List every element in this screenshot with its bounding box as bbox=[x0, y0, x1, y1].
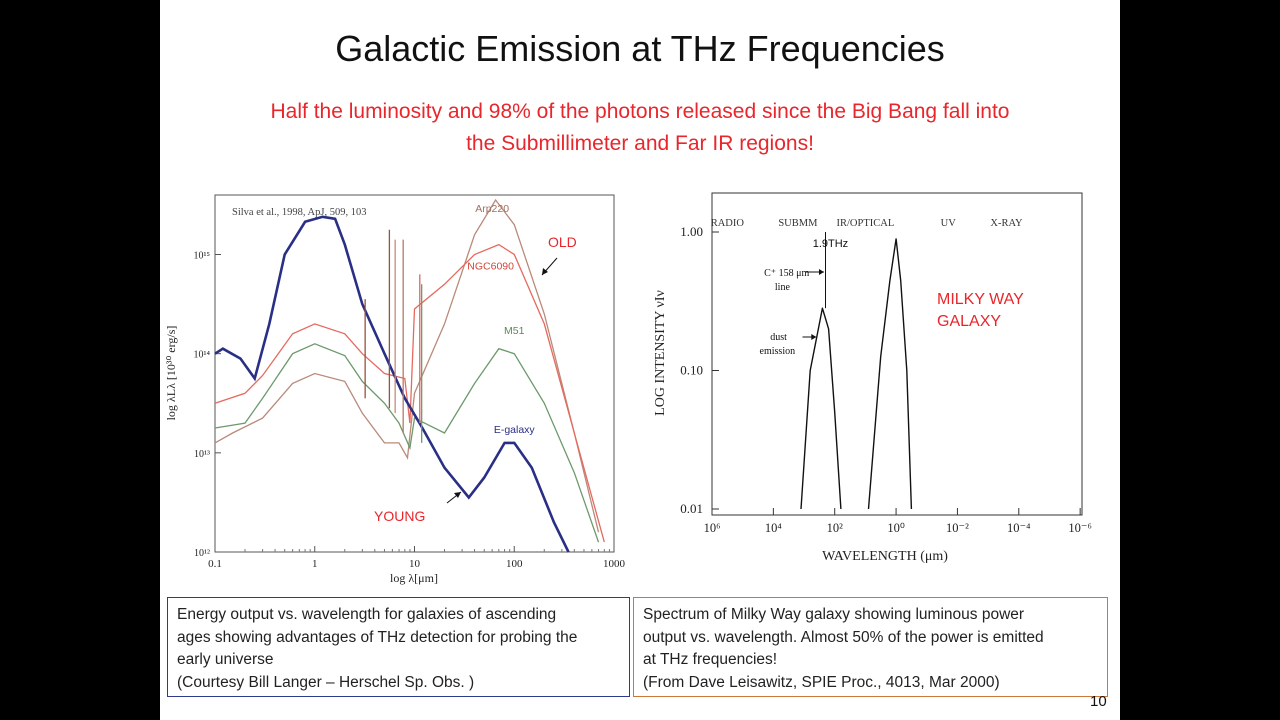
right-x-tick-label: 10⁶ bbox=[704, 521, 721, 535]
left-caption-line: Energy output vs. wavelength for galaxie… bbox=[177, 606, 557, 623]
annotation-dust: dust bbox=[770, 332, 787, 343]
galaxy-sed-chart: 0.1 1 10 100 1000 10¹² 10¹³ 10¹⁴ 10¹⁵ Arp220 NGC6… bbox=[164, 194, 626, 585]
slide-subtitle: Half the luminosity and 98% of the photo… bbox=[200, 96, 1080, 160]
series-label-e-galaxy: E-galaxy bbox=[494, 424, 536, 436]
left-y-tick-label: 10¹³ bbox=[194, 449, 210, 460]
right-y-tick-label: 0.10 bbox=[680, 363, 703, 378]
annotation-old: OLD bbox=[548, 234, 577, 250]
right-caption-credit: (From Dave Leisawitz, SPIE Proc., 4013, … bbox=[643, 673, 1000, 691]
annotation-emission: emission bbox=[760, 346, 796, 357]
left-caption-credit: (Courtesy Bill Langer – Herschel Sp. Obs… bbox=[177, 673, 475, 691]
milky-way-spectrum-chart: 10⁶ 10⁴ 10² 10⁰ 10⁻² 10⁻⁴ 10⁻⁶ 1.00 0.10 0.01 RADI… bbox=[653, 192, 1092, 564]
subtitle-line-2: the Submillimeter and Far IR regions! bbox=[466, 132, 814, 155]
right-x-tick-label: 10⁻² bbox=[946, 521, 969, 535]
right-plot-frame bbox=[711, 192, 1083, 516]
right-caption-line: output vs. wavelength. Almost 50% of the… bbox=[643, 628, 1044, 646]
series-line-ngc6090 bbox=[214, 243, 605, 543]
series-label-ngc6090: NGC6090 bbox=[467, 260, 514, 272]
subtitle-line-1: Half the luminosity and 98% of the photo… bbox=[270, 100, 1010, 123]
series-label-arp220: Arp220 bbox=[475, 203, 509, 215]
left-y-tick-label: 10¹⁴ bbox=[194, 350, 211, 361]
left-caption-line: early universe bbox=[177, 651, 274, 668]
left-x-tick-label: 0.1 bbox=[208, 558, 222, 570]
right-x-tick-label: 10⁰ bbox=[887, 521, 905, 535]
page-number: 10 bbox=[1090, 693, 1107, 710]
right-caption-line: Spectrum of Milky Way galaxy showing lum… bbox=[643, 606, 1025, 623]
annotation-cplus-line: line bbox=[775, 282, 791, 293]
annotation-young-arrowhead bbox=[454, 492, 461, 498]
left-ylabel: log λLλ [10³⁰ erg/s] bbox=[164, 326, 178, 421]
right-x-tick-label: 10² bbox=[827, 521, 844, 535]
series-label-m51: M51 bbox=[504, 325, 525, 337]
right-ylabel: LOG INTENSITY νIν bbox=[653, 290, 668, 416]
band-label-submm: SUBMM bbox=[778, 218, 818, 229]
annotation-milky-way: MILKY WAY bbox=[937, 291, 1024, 308]
series-line-dust-emission bbox=[800, 307, 842, 510]
slide: Galactic Emission at THz Frequencies Hal… bbox=[160, 0, 1120, 720]
annotation-young: YOUNG bbox=[374, 508, 425, 524]
right-x-tick-label: 10⁴ bbox=[765, 521, 782, 535]
band-label-x-ray: X-RAY bbox=[990, 218, 1023, 229]
annotation-cplus-arrowhead bbox=[818, 269, 824, 275]
annotation-galaxy: GALAXY bbox=[937, 313, 1001, 330]
left-caption-line: ages showing advantages of THz detection… bbox=[177, 628, 578, 646]
left-x-tick-label: 1000 bbox=[603, 558, 626, 570]
right-caption-line: at THz frequencies! bbox=[643, 651, 778, 668]
annotation-old-arrowhead bbox=[542, 268, 548, 275]
series-line-e-galaxy bbox=[214, 215, 570, 553]
left-x-tick-label: 1 bbox=[312, 558, 318, 570]
slide-title: Galactic Emission at THz Frequencies bbox=[335, 28, 945, 69]
annotation-dust-arrowhead bbox=[811, 334, 817, 340]
left-x-tick-label: 100 bbox=[506, 558, 523, 570]
right-y-tick-label: 0.01 bbox=[680, 501, 703, 516]
series-line-stellar-emission bbox=[867, 238, 913, 510]
left-xlabel: log λ[μm] bbox=[390, 571, 438, 585]
right-y-tick-label: 1.00 bbox=[680, 224, 703, 239]
right-xlabel: WAVELENGTH (μm) bbox=[822, 549, 948, 564]
band-label-uv: UV bbox=[941, 218, 957, 229]
band-label-radio: RADIO bbox=[711, 218, 745, 229]
left-y-tick-label: 10¹² bbox=[194, 548, 210, 559]
annotation-1-9thz: 1.9THz bbox=[813, 238, 848, 250]
series-line-arp220 bbox=[214, 198, 600, 533]
left-chart-title: Silva et al., 1998, ApJ, 509, 103 bbox=[232, 207, 366, 218]
left-caption: Energy output vs. wavelength for galaxie… bbox=[167, 597, 630, 697]
left-y-tick-label: 10¹⁵ bbox=[194, 251, 210, 262]
left-x-tick-label: 10 bbox=[409, 558, 421, 570]
band-label-ir-optical: IR/OPTICAL bbox=[837, 218, 895, 229]
right-x-tick-label: 10⁻⁴ bbox=[1007, 521, 1030, 535]
annotation-cplus: C⁺ 158 μm bbox=[764, 268, 809, 279]
right-caption: Spectrum of Milky Way galaxy showing lum… bbox=[633, 597, 1108, 697]
right-x-tick-label: 10⁻⁶ bbox=[1068, 521, 1091, 535]
series-line-m51 bbox=[214, 343, 600, 543]
